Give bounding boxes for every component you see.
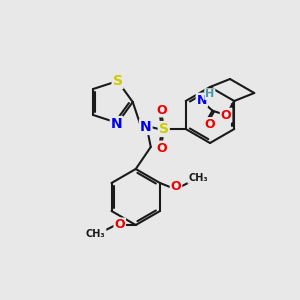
- Text: O: O: [114, 218, 125, 232]
- Text: O: O: [171, 181, 181, 194]
- Text: O: O: [221, 109, 231, 122]
- Text: CH₃: CH₃: [188, 173, 208, 183]
- Text: H: H: [205, 89, 214, 99]
- Text: N: N: [111, 117, 122, 131]
- Text: N: N: [140, 120, 152, 134]
- Text: S: S: [159, 122, 169, 136]
- Text: O: O: [156, 103, 167, 116]
- Text: O: O: [156, 142, 167, 154]
- Text: CH₃: CH₃: [86, 229, 106, 239]
- Text: N: N: [196, 94, 207, 107]
- Text: O: O: [204, 118, 215, 131]
- Text: S: S: [112, 74, 122, 88]
